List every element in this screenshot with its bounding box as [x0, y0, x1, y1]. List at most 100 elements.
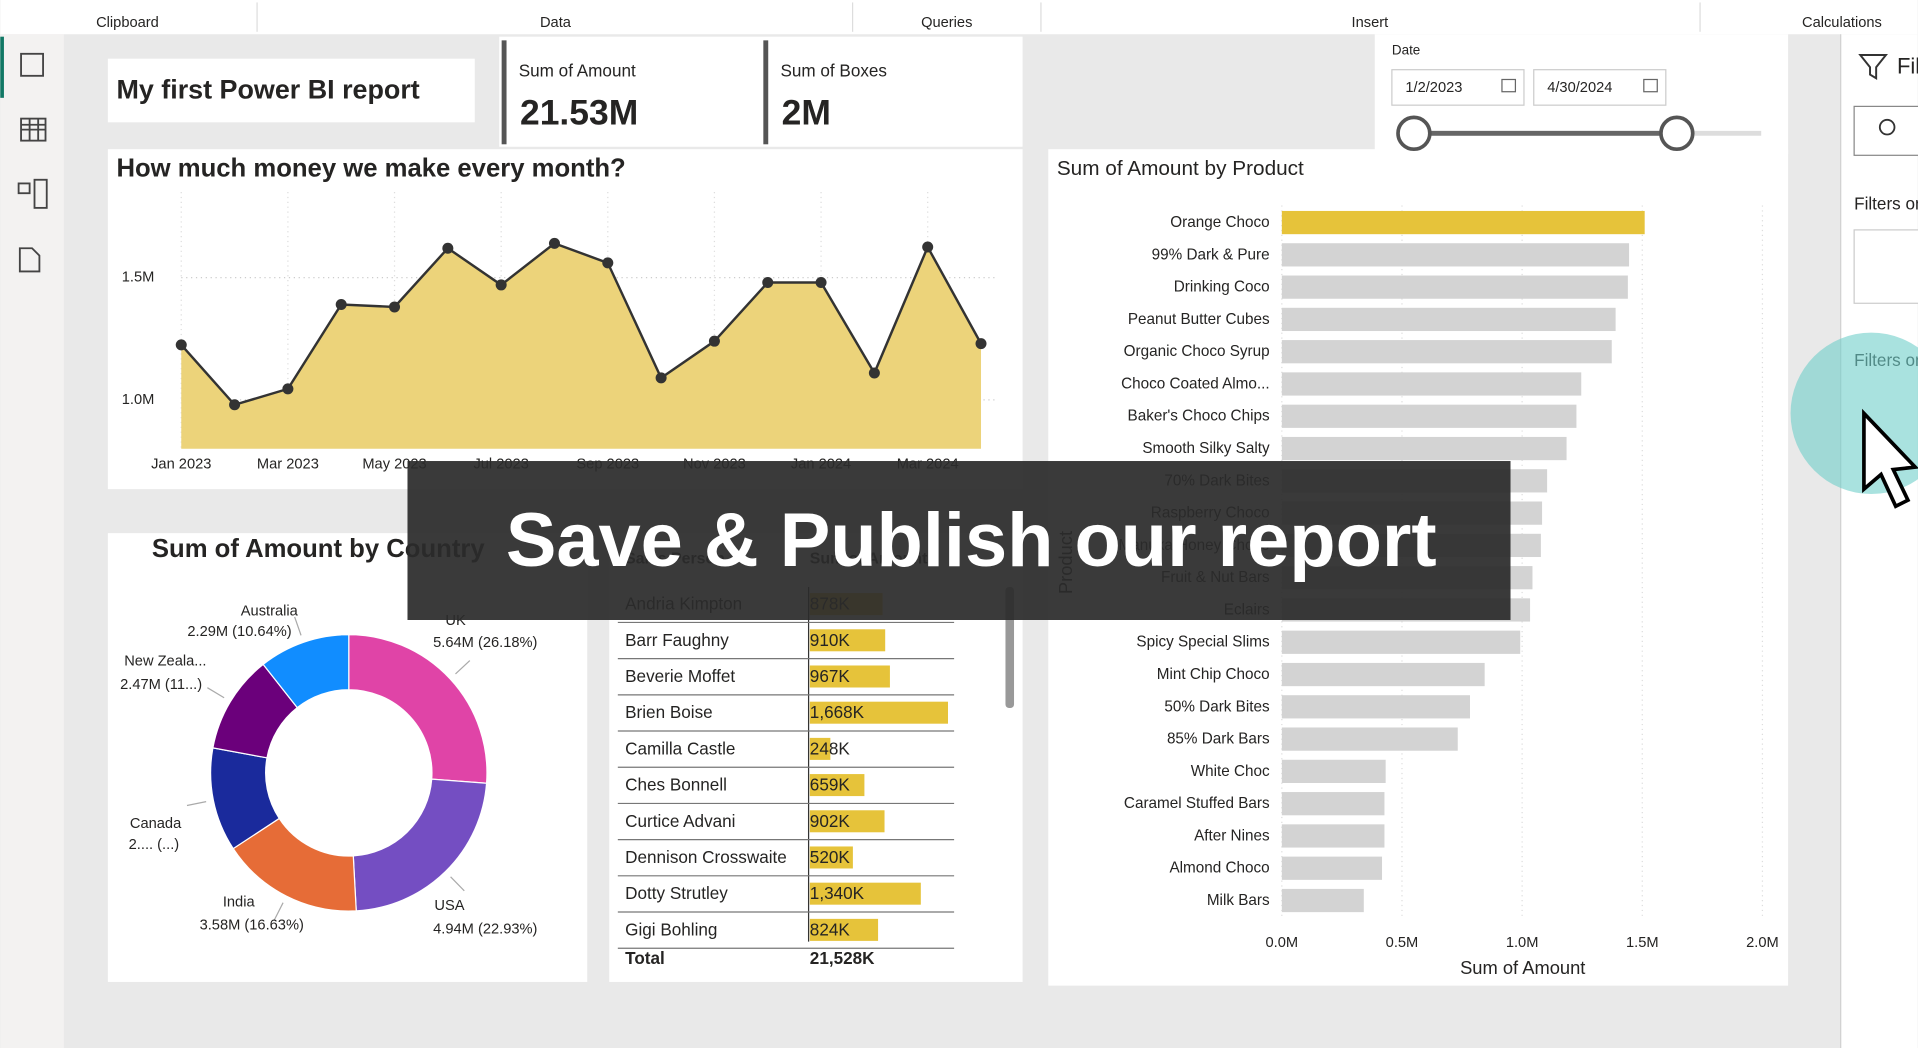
data-bar — [809, 882, 921, 905]
cell-value: 659K — [810, 776, 851, 795]
point — [762, 276, 774, 288]
slice-label: Canada — [130, 816, 182, 832]
table-view-lines — [21, 118, 46, 141]
mouse-cursor — [1862, 408, 1918, 509]
kpi-area — [499, 36, 1023, 147]
cell-name: Barr Faughny — [625, 631, 729, 650]
ribbon-group-label: Data — [540, 15, 572, 31]
point — [868, 367, 880, 379]
cell-name: Dennison Crosswaite — [625, 848, 787, 867]
slider-handle[interactable] — [1659, 115, 1695, 152]
bar — [1281, 307, 1616, 332]
kpi-label: Sum of Amount — [519, 61, 636, 80]
x-tick-label: Mar 2023 — [257, 457, 319, 473]
y-tick-label: Mint Chip Choco — [1157, 666, 1270, 683]
dax-view-icon[interactable] — [18, 247, 41, 273]
date-value: 1/2/2023 — [1405, 80, 1462, 96]
kpi-accent — [763, 40, 769, 145]
kpi-value: 21.53M — [520, 93, 638, 133]
bar — [1281, 856, 1383, 880]
bar — [1281, 888, 1364, 913]
y-tick-label: Organic Choco Syrup — [1124, 343, 1270, 360]
data-bar — [809, 918, 879, 941]
data-bar — [809, 665, 890, 688]
ribbon — [0, 0, 1918, 35]
title-box — [107, 58, 475, 123]
data-bar — [809, 701, 948, 724]
x-tick-label: Jan 2023 — [151, 457, 211, 473]
chart-title: How much money we make every month? — [116, 155, 625, 183]
cell-value: 1,340K — [810, 884, 865, 903]
bar — [1281, 210, 1645, 235]
leader-line — [186, 801, 207, 807]
y-tick-label: Choco Coated Almo... — [1121, 375, 1270, 392]
data-bar — [809, 737, 831, 760]
bar — [1281, 695, 1470, 719]
leader-line — [455, 660, 471, 675]
model-view-icon[interactable] — [17, 182, 31, 195]
slice-label: Australia — [241, 603, 299, 619]
filter-search[interactable] — [1853, 105, 1918, 156]
caption: Save & Publish our report — [506, 498, 1437, 583]
cell-value: 967K — [810, 667, 851, 686]
data-bar — [809, 810, 885, 833]
point — [442, 242, 454, 254]
point — [975, 338, 987, 350]
filters-section: Filters on this page — [1854, 195, 1918, 214]
y-tick-label: Milk Bars — [1207, 892, 1270, 909]
point — [602, 257, 614, 269]
point — [495, 279, 507, 291]
x-tick-label: 1.0M — [1506, 935, 1539, 951]
nav-icons — [17, 52, 48, 273]
x-tick-label: 0.5M — [1386, 935, 1419, 951]
overlay: Save & Publish our report — [407, 461, 1511, 620]
caption-box — [407, 461, 1511, 620]
bar — [1281, 824, 1385, 848]
data-bar — [809, 846, 853, 869]
left-nav — [0, 34, 64, 1048]
cell-value: 824K — [810, 920, 851, 939]
bar — [1281, 436, 1567, 461]
report-view-icon[interactable] — [20, 52, 44, 77]
donut-slice — [262, 634, 350, 709]
y-tick-label: Caramel Stuffed Bars — [1124, 795, 1270, 812]
x-tick-label: 2.0M — [1746, 935, 1779, 951]
cell-name: Camilla Castle — [625, 739, 735, 758]
y-tick-label: Peanut Butter Cubes — [1128, 311, 1270, 328]
slider-handle[interactable] — [1396, 115, 1432, 152]
y-tick-label: 1.5M — [122, 270, 155, 286]
point — [655, 372, 667, 384]
y-tick-label: 1.0M — [122, 392, 155, 408]
slice-label: New Zeala... — [124, 654, 206, 670]
cell-name: Gigi Bohling — [625, 920, 717, 939]
kpi-accent — [501, 40, 507, 145]
leader-line — [273, 902, 284, 921]
cell-name: Dotty Strutley — [625, 884, 728, 903]
bar — [1281, 759, 1386, 784]
leader-line — [207, 687, 225, 699]
bar — [1281, 340, 1612, 364]
point — [389, 301, 401, 313]
donut-slice — [352, 778, 488, 912]
chart-title: Sum of Amount by Product — [1057, 157, 1304, 180]
calendar-icon — [1501, 78, 1517, 93]
ribbon-group-label: Insert — [1352, 15, 1389, 31]
bar — [1281, 792, 1385, 816]
date-value: 4/30/2024 — [1547, 80, 1612, 96]
cell-name: Brien Boise — [625, 703, 713, 722]
y-tick-label: Baker's Choco Chips — [1128, 408, 1270, 425]
filter-drop-zone — [1853, 229, 1918, 304]
bar — [1281, 404, 1577, 428]
point — [282, 383, 294, 395]
bar — [1281, 243, 1630, 267]
ribbon-group-label: Calculations — [1802, 15, 1882, 31]
slice-value-label: 2.... (...) — [129, 837, 180, 853]
leader-line — [294, 616, 302, 636]
slicer-label: Date — [1392, 43, 1420, 58]
leader-line — [450, 876, 465, 892]
cell-value: 1,668K — [810, 703, 865, 722]
bar — [1281, 662, 1485, 687]
y-tick-label: White Choc — [1191, 763, 1270, 780]
